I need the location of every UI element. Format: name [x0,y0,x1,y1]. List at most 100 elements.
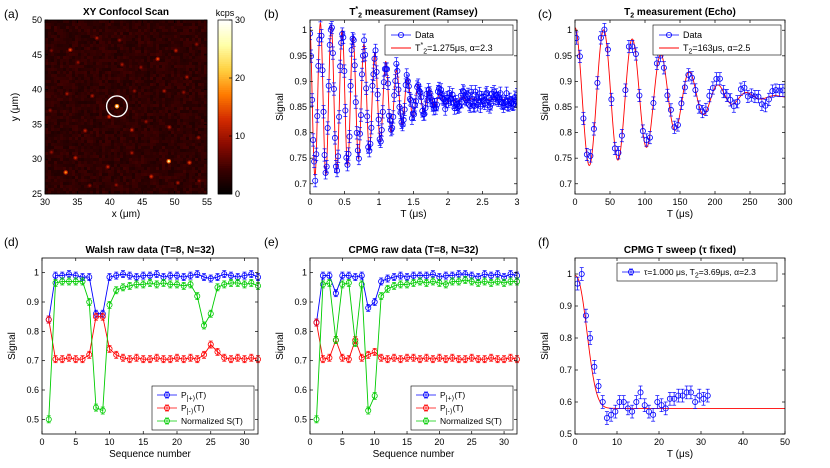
heatmap-cell [108,152,112,156]
heatmap-cell [102,137,106,141]
heatmap-cell [117,170,121,174]
heatmap-cell [132,71,136,75]
heatmap-cell [174,164,178,168]
heatmap-cell [186,179,190,183]
heatmap-cell [108,50,112,54]
data-point [418,94,425,101]
heatmap-cell [75,152,79,156]
heatmap-cell [147,20,151,24]
heatmap-cell [174,107,178,111]
heatmap-cell [75,110,79,114]
heatmap-cell [93,83,97,87]
heatmap-cell [123,170,127,174]
heatmap-cell [168,155,172,159]
heatmap-cell [201,164,205,168]
heatmap-cell [177,92,181,96]
heatmap-cell [57,140,61,144]
heatmap-cell [102,80,106,84]
heatmap-cell [63,182,67,186]
heatmap-cell [141,80,145,84]
heatmap-cell [159,122,163,126]
heatmap-cell [102,53,106,57]
heatmap-cell [66,140,70,144]
heatmap-cell [177,50,181,54]
heatmap-cell [114,140,118,144]
heatmap-cell [69,107,73,111]
heatmap-cell [189,134,193,138]
heatmap-cell [144,65,148,69]
heatmap-cell [126,122,130,126]
heatmap-cell [69,74,73,78]
heatmap-cell [177,26,181,30]
heatmap-cell [156,53,160,57]
heatmap-cell [129,185,133,189]
heatmap-cell [162,188,166,192]
heatmap-cell [51,161,55,165]
heatmap-cell [198,188,202,192]
heatmap-cell [57,110,61,114]
heatmap-cell [45,110,49,114]
heatmap-cell [93,71,97,75]
heatmap-cell [171,170,175,174]
heatmap-cell [57,26,61,30]
heatmap-cell [186,44,190,48]
heatmap-cell [66,71,70,75]
heatmap-cell [162,77,166,81]
heatmap-cell [132,185,136,189]
heatmap-cell [171,95,175,99]
heatmap-cell [57,128,61,132]
colorbar-step [218,137,232,141]
heatmap-cell [75,116,79,120]
heatmap-cell [117,167,121,171]
data-point [364,113,371,120]
heatmap-cell [141,134,145,138]
heatmap-cell [120,41,124,45]
heatmap-cell [114,50,118,54]
heatmap-cell [81,83,85,87]
heatmap-cell [129,164,133,168]
heatmap-cell [165,92,169,96]
data-point [325,82,332,89]
heatmap-cell [147,77,151,81]
heatmap-cell [201,179,205,183]
heatmap-cell [114,143,118,147]
data-point [59,278,66,285]
heatmap-cell [189,167,193,171]
heatmap-cell [165,23,169,27]
data-point [751,93,758,100]
heatmap-cell [159,23,163,27]
heatmap-cell [66,188,70,192]
heatmap-cell [51,92,55,96]
heatmap-cell [111,53,115,57]
x-axis-label: T (μs) [667,209,693,220]
heatmap-cell [60,32,64,36]
heatmap-cell [183,164,187,168]
x-tick-label: 30 [40,197,50,207]
x-axis-label: Sequence number [109,449,191,460]
heatmap-cell [129,32,133,36]
heatmap-cell [141,98,145,102]
heatmap-cell [75,65,79,69]
heatmap-cell [78,152,82,156]
heatmap-cell [201,119,205,123]
heatmap-cell [81,71,85,75]
heatmap-cell [138,113,142,117]
heatmap-cell [198,101,202,105]
heatmap-cell [159,107,163,111]
heatmap-cell [165,185,169,189]
heatmap-cell [159,35,163,39]
heatmap-cell [51,35,55,39]
heatmap-cell [150,149,154,153]
heatmap-cell [90,176,94,180]
heatmap-cell [48,182,52,186]
heatmap-cell [174,56,178,60]
heatmap-cell [180,74,184,78]
data-point [153,281,160,288]
heatmap-cell [111,182,115,186]
heatmap-cell [102,155,106,159]
heatmap-cell [192,182,196,186]
heatmap-cell [108,68,112,72]
heatmap-cell [201,41,205,45]
data-point [66,278,73,285]
